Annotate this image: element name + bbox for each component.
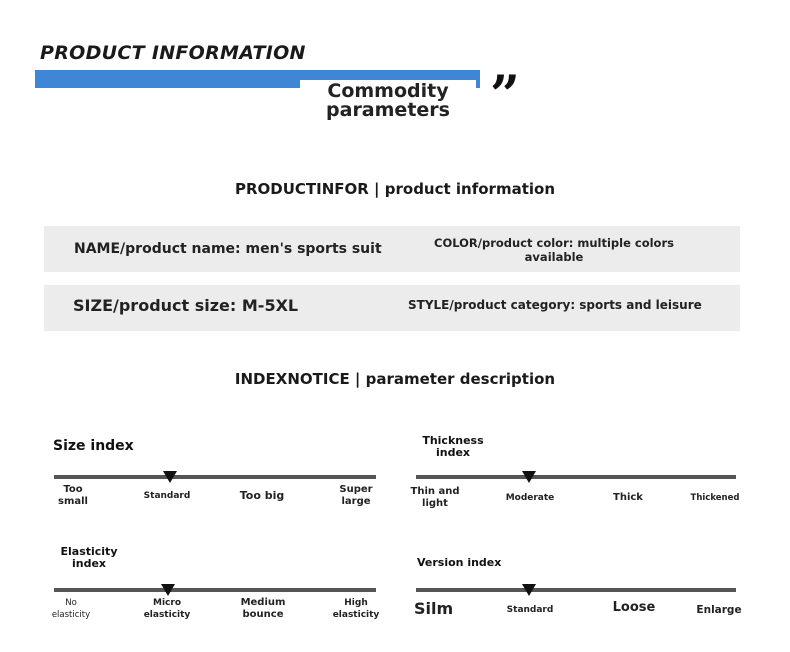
- elasticity-index-title: Elasticity index: [60, 545, 118, 570]
- size-index-marker-icon: [163, 471, 177, 483]
- thickness-index-marker-icon: [522, 471, 536, 483]
- info-row-2: SIZE/product size: M-5XL STYLE/product c…: [44, 285, 740, 331]
- version-index-label-3: Loose: [612, 600, 656, 615]
- version-index-title: Version index: [417, 556, 502, 569]
- product-style: STYLE/product category: sports and leisu…: [408, 298, 702, 312]
- size-index-label-2: Standard: [143, 491, 191, 501]
- elasticity-index-label-3: Medium bounce: [240, 597, 286, 620]
- page-title: PRODUCT INFORMATION: [40, 42, 306, 64]
- product-size: SIZE/product size: M-5XL: [73, 296, 299, 315]
- subtitle-line-1: Commodity: [327, 80, 449, 102]
- product-name: NAME/product name: men's sports suit: [74, 241, 382, 257]
- version-index-marker-icon: [522, 584, 536, 596]
- quote-mark-icon: ”: [490, 65, 520, 126]
- size-index-track: [54, 475, 376, 479]
- product-color: COLOR/product color: multiple colors ava…: [434, 236, 674, 264]
- info-row-1: NAME/product name: men's sports suit COL…: [44, 226, 740, 272]
- version-index-label-1: Silm: [414, 599, 454, 618]
- thickness-index-label-3: Thick: [613, 492, 643, 503]
- elasticity-index-track: [54, 588, 376, 592]
- size-index-title: Size index: [53, 438, 134, 454]
- parameter-heading: INDEXNOTICE | parameter description: [234, 370, 556, 388]
- elasticity-index-label-2: Micro elasticity: [143, 598, 191, 620]
- version-index-track: [416, 588, 736, 592]
- size-index-label-4: Super large: [339, 484, 373, 507]
- subtitle-line-2: parameters: [326, 99, 450, 121]
- thickness-index-label-2: Moderate: [505, 493, 555, 503]
- size-index-label-1: Too small: [58, 484, 88, 507]
- elasticity-index-marker-icon: [161, 584, 175, 596]
- thickness-index-label-1: Thin and light: [410, 486, 460, 509]
- section-subtitle: Commodity parameters: [300, 80, 476, 120]
- thickness-index-track: [416, 475, 736, 479]
- size-index-label-3: Too big: [239, 489, 285, 502]
- elasticity-index-label-4: High elasticity: [332, 598, 380, 620]
- thickness-index-title: Thickness index: [422, 434, 484, 459]
- product-info-heading: PRODUCTINFOR | product information: [234, 180, 555, 198]
- version-index-label-2: Standard: [506, 605, 554, 615]
- thickness-index-label-4: Thickened: [690, 493, 740, 503]
- elasticity-index-label-1: No elasticity: [51, 598, 91, 620]
- version-index-label-4: Enlarge: [696, 604, 742, 616]
